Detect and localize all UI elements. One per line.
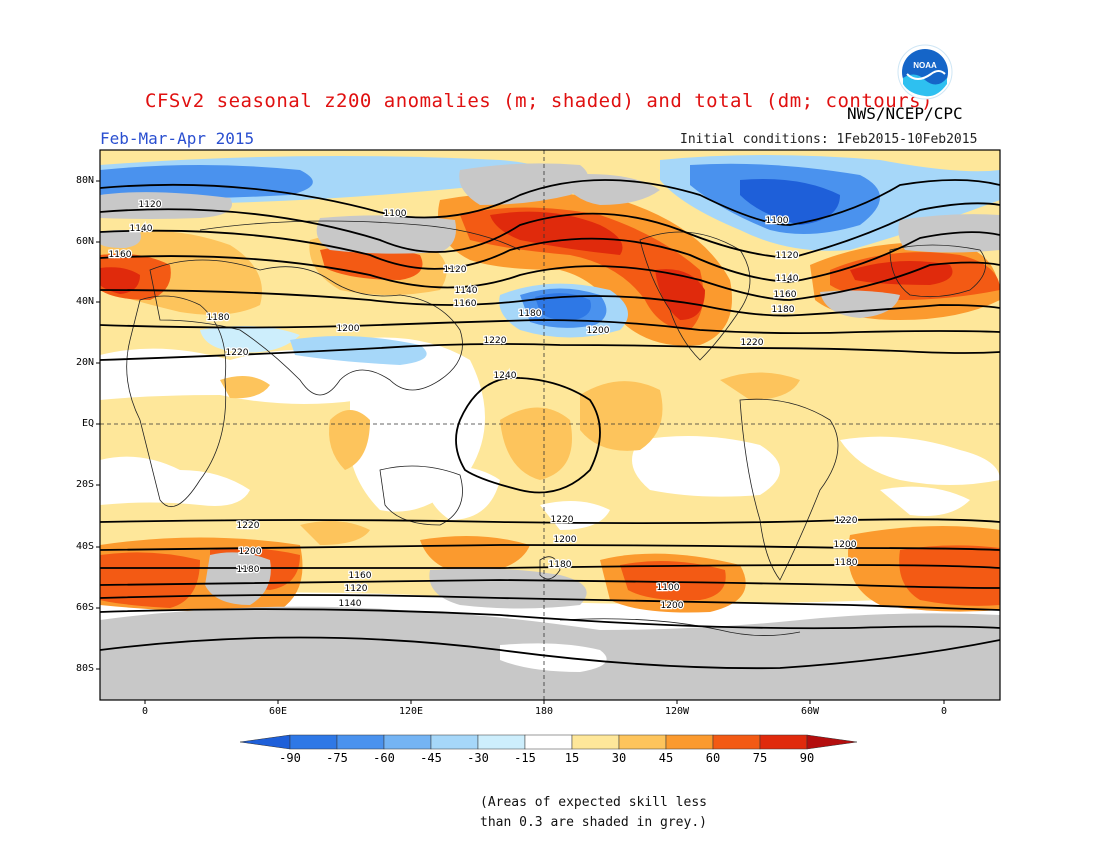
contour-label: 1160 [109,250,132,260]
lon-label-120e: 120E [398,706,424,717]
lat-label-80n: 80N [75,175,94,186]
agency-label: NWS/NCEP/CPC [847,104,963,123]
contour-label: 1140 [339,599,362,609]
lat-label-20n: 20N [75,357,94,368]
lon-label-60e: 60E [268,706,288,717]
colorbar-cell [477,734,526,750]
lon-label-180: 180 [534,706,554,717]
contour-label: 1160 [454,299,477,309]
colorbar-tick: -15 [514,751,536,765]
contour-label: 1180 [549,560,572,570]
lon-label-0-west: 0 [141,706,149,717]
colorbar-tick: 30 [611,751,627,765]
lon-label-0-east: 0 [940,706,948,717]
contour-label: 1220 [551,515,574,525]
contour-label: 1200 [834,540,857,550]
contour-label: 1180 [237,565,260,575]
colorbar-tick: 15 [564,751,580,765]
contour-label: 1100 [657,583,680,593]
contour-label: 1180 [772,305,795,315]
contour-label: 1100 [79,0,102,3]
lon-label-60w: 60W [800,706,820,717]
footnote-line-1: (Areas of expected skill less [480,795,707,810]
colorbar-cell [806,734,858,750]
lat-label-eq: EQ [81,418,94,429]
contour-label: 1220 [835,516,858,526]
colorbar-tick: 60 [705,751,721,765]
colorbar-tick: 75 [752,751,768,765]
colorbar-tick: -60 [373,751,395,765]
lat-label-40n: 40N [75,296,94,307]
skill-footnote: (Areas of expected skill less than 0.3 a… [480,793,707,833]
colorbar-tick: -90 [279,751,301,765]
contour-label: 1100 [766,216,789,226]
contour-label: 1100 [384,209,407,219]
lat-label-60s: 60S [75,602,94,613]
colorbar-cell [759,734,808,750]
colorbar-cell [712,734,761,750]
contour-label: 1220 [741,338,764,348]
logo-text: NOAA [913,61,937,70]
contour-label: 1200 [554,535,577,545]
colorbar-cell [524,734,573,750]
contour-label: 1180 [207,313,230,323]
contour-label: 1160 [349,571,372,581]
colorbar-tick: -45 [420,751,442,765]
height-contours [100,179,1000,670]
contour-label: 1200 [587,326,610,336]
colorbar-cell [665,734,714,750]
contour-label: 1200 [661,601,684,611]
colorbar-cell [239,734,291,750]
chart-title: CFSv2 seasonal z200 anomalies (m; shaded… [145,90,933,112]
lon-label-120w: 120W [664,706,690,717]
colorbar-cell [336,734,385,750]
colorbar-cell [571,734,620,750]
colorbar-cell [383,734,432,750]
contour-label: 1120 [345,584,368,594]
contour-label: 1160 [774,290,797,300]
colorbar-tick: -30 [467,751,489,765]
noaa-logo: NOAA [897,44,953,100]
lat-label-40s: 40S [75,541,94,552]
contour-labels: 1100 1100 1100 1100 1120 1120 1120 1120 1140 1140… [77,0,859,612]
contour-label: 1140 [130,224,153,234]
contour-label: 1240 [494,371,517,381]
contour-label: 1160 [549,560,572,570]
map-frame [99,149,1001,701]
contour-label: 1200 [337,324,360,334]
lat-label-60n: 60N [75,236,94,247]
contour-label: 1120 [444,265,467,275]
contour-label: 1140 [776,274,799,284]
contour-label: 1180 [519,309,542,319]
footnote-line-2: than 0.3 are shaded in grey.) [480,815,707,830]
initial-conditions: Initial conditions: 1Feb2015-10Feb2015 [680,132,978,147]
contour-label: 1120 [776,251,799,261]
colorbar-cells [239,734,858,750]
colorbar-tick: -75 [326,751,348,765]
contour-label: 1200 [239,547,262,557]
colorbar-tick: 90 [799,751,815,765]
colorbar-cell [618,734,667,750]
axis-ticks [96,180,945,704]
forecast-period: Feb-Mar-Apr 2015 [100,129,255,148]
coastlines [126,220,987,636]
lat-label-80s: 80S [75,663,94,674]
contour-label: 1120 [139,200,162,210]
colorbar-tick: 45 [658,751,674,765]
contour-label: 1220 [237,521,260,531]
lat-label-20s: 20S [75,479,94,490]
contour-label: 1220 [226,348,249,358]
contour-label: 1180 [835,558,858,568]
colorbar-cell [289,734,338,750]
contour-label: 1140 [455,286,478,296]
contour-label: 1220 [484,336,507,346]
colorbar-cell [430,734,479,750]
